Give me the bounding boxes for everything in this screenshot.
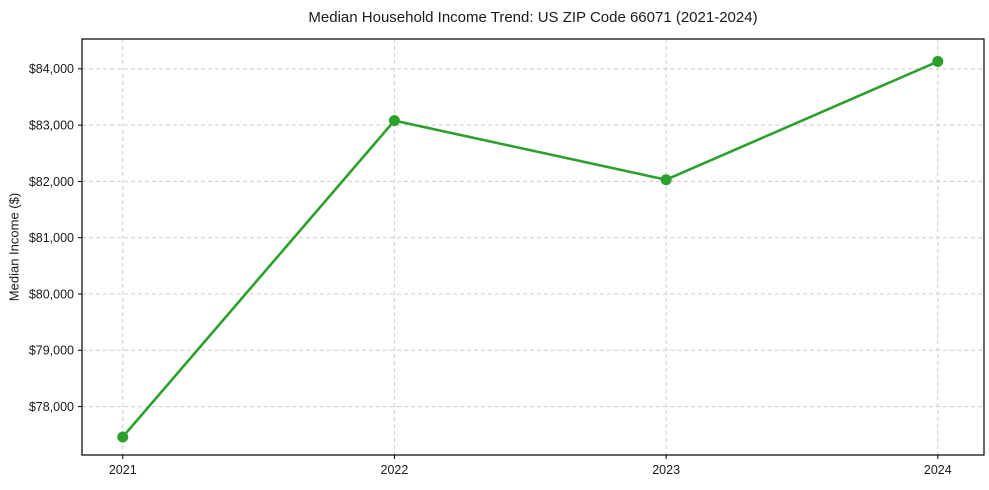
- data-point-2022: [388, 115, 400, 127]
- plot-frame: [81, 38, 985, 456]
- y-tick-label: $78,000: [29, 400, 74, 414]
- trend-line: [121, 60, 940, 439]
- y-tick-label: $84,000: [29, 62, 74, 76]
- data-point-2023: [660, 174, 672, 186]
- y-tick-label: $80,000: [29, 287, 74, 301]
- data-point-2021: [117, 431, 129, 443]
- x-tick-label: 2021: [109, 463, 137, 477]
- x-tick-label: 2024: [924, 463, 952, 477]
- x-tick-label: 2023: [652, 463, 680, 477]
- y-tick-label: $82,000: [29, 175, 74, 189]
- y-tick-label: $79,000: [29, 344, 74, 358]
- data-point-2024: [932, 56, 944, 68]
- chart-title: Median Household Income Trend: US ZIP Co…: [308, 9, 758, 26]
- y-tick-label: $83,000: [29, 119, 74, 133]
- x-tick-label: 2022: [381, 463, 409, 477]
- y-tick-label: $81,000: [29, 231, 74, 245]
